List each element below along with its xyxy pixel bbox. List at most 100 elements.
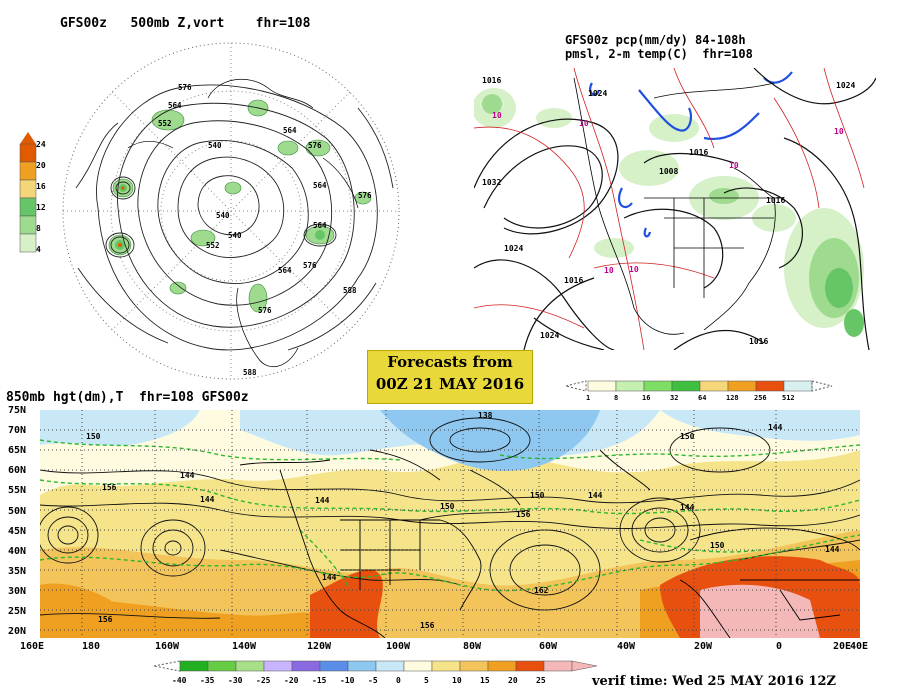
global-temp-swatch [319, 660, 349, 672]
na-precip-swatch [755, 380, 785, 392]
global-temp-label: 0 [396, 676, 401, 685]
nh-contour-label: 564 [168, 101, 182, 110]
lat-label: 35N [8, 565, 27, 577]
global-temp-label: -10 [340, 676, 355, 685]
na-precip-swatch [783, 380, 813, 392]
global-temp-label: -5 [368, 676, 378, 685]
nh-colorbar-label: 8 [36, 224, 41, 233]
nh-contour-label: 564 [283, 126, 297, 135]
lat-label: 60N [8, 465, 27, 477]
global-temp-swatch [291, 660, 321, 672]
nh-colorbar [19, 132, 37, 253]
global-temp-swatch [487, 660, 517, 672]
nh-contour-label: 576 [178, 83, 192, 92]
global-contour-label: 144 [680, 503, 695, 512]
na-temp-label: 10 [604, 266, 614, 275]
nh-colorbar-label: 24 [36, 140, 46, 149]
lat-label: 40N [8, 545, 27, 557]
global-contour-label: 144 [200, 495, 215, 504]
global-contour-label: 156 [98, 615, 113, 624]
lon-label: 160W [155, 641, 180, 652]
global-contour-label: 156 [420, 621, 435, 630]
global-contour-label: 144 [768, 423, 783, 432]
global-contour-label: 144 [180, 471, 195, 480]
lat-axis-labels: 75N 70N 65N 60N 55N 50N 45N 40N 35N 30N 25N 20N [8, 405, 40, 640]
na-precip-label: 256 [754, 394, 767, 402]
na-isobar-label: 1024 [504, 244, 523, 253]
lat-label: 50N [8, 505, 27, 517]
nh-contour-label: 576 [308, 141, 322, 150]
nh-polar-map: 576 564 552 540 564 576 564 540 552 564 576 564 540 5… [62, 42, 400, 380]
global-temp-swatch [375, 660, 405, 672]
lat-label: 75N [8, 405, 27, 416]
lon-label: 60W [539, 641, 558, 652]
lat-label: 25N [8, 606, 27, 617]
nh-colorbar-swatch [19, 143, 37, 163]
global-temp-swatch [431, 660, 461, 672]
global-temp-swatch [403, 660, 433, 672]
na-temp-label: 10 [834, 127, 844, 136]
lon-label: 80W [463, 641, 482, 652]
global-temp-swatch [515, 660, 545, 672]
lon-label: 40W [617, 641, 636, 652]
nh-colorbar-label: 16 [36, 182, 46, 191]
nh-colorbar-label: 20 [36, 161, 46, 170]
lon-label: 0 [776, 641, 783, 652]
lat-label: 65N [8, 445, 27, 457]
nh-colorbar-swatch [19, 233, 37, 253]
na-precip-label: 32 [670, 394, 678, 402]
na-temp-label: 10 [492, 111, 502, 120]
global-temp-swatch [459, 660, 489, 672]
na-precip-swatch [727, 380, 757, 392]
global-temp-label: -20 [284, 676, 299, 685]
global-temp-swatch [235, 660, 265, 672]
lat-label: 70N [8, 425, 27, 437]
lon-label: 20W [694, 641, 713, 652]
global-temp-label: 10 [452, 676, 462, 685]
lon-axis-labels: 160E 180 160W 140W 120W 100W 80W 60W 40W 20W 0 20E 4… [20, 641, 880, 655]
nh-panel-title: GFS00z 500mb Z,vort fhr=108 [60, 16, 311, 31]
nh-colorbar-swatch [19, 197, 37, 217]
na-isobar-label: 1032 [482, 178, 501, 187]
na-precip-label: 16 [642, 394, 650, 402]
global-temp-swatch [347, 660, 377, 672]
nh-contour-label: 576 [303, 261, 317, 270]
global-contour-label: 150 [710, 541, 725, 550]
global-contour-label: 144 [315, 496, 330, 505]
lon-label: 120W [307, 641, 332, 652]
nh-contour-label: 576 [258, 306, 272, 315]
lat-label: 55N [8, 485, 27, 497]
na-isobar-label: 1008 [659, 167, 678, 176]
nh-colorbar-swatch [19, 179, 37, 199]
na-precip-label: 8 [614, 394, 618, 402]
nh-contour-label: 588 [243, 368, 257, 377]
na-precip-label: 512 [782, 394, 795, 402]
na-temp-label: 10 [629, 265, 639, 274]
global-contour-label: 162 [534, 586, 549, 595]
global-contour-label: 144 [825, 545, 840, 554]
global-temp-label: -30 [228, 676, 243, 685]
nh-colorbar-label: 4 [36, 245, 41, 254]
global-temp-colorbar: -40 -35 -30 -25 -20 -15 -10 -5 0 5 10 15 20 25 [153, 660, 598, 685]
forecast-init-time: 00Z 21 MAY 2016 [375, 375, 525, 393]
na-temp-label: 10 [579, 119, 589, 128]
global-contour-label: 150 [680, 432, 695, 441]
nh-colorbar-swatch [19, 215, 37, 235]
global-temp-label: -40 [172, 676, 187, 685]
nh-contour-label: 540 [216, 211, 230, 220]
nh-contour-label: 564 [278, 266, 292, 275]
global-temp-label: 20 [508, 676, 518, 685]
na-isobar-label: 1016 [766, 196, 785, 205]
global-temp-swatch [179, 660, 209, 672]
nh-contour-label: 552 [206, 241, 220, 250]
na-precip-swatch [643, 380, 673, 392]
na-isobar-label: 1016 [564, 276, 583, 285]
lat-label: 20N [8, 626, 27, 638]
global-temp-label: -25 [256, 676, 271, 685]
lon-label: 160E [20, 641, 45, 652]
global-temp-swatch [543, 660, 573, 672]
na-precip-colorbar: 1 8 16 32 64 128 256 512 [566, 380, 833, 402]
global-contour-label: 144 [322, 573, 337, 582]
global-contour-label: 150 [530, 491, 545, 500]
na-precip-swatch [615, 380, 645, 392]
